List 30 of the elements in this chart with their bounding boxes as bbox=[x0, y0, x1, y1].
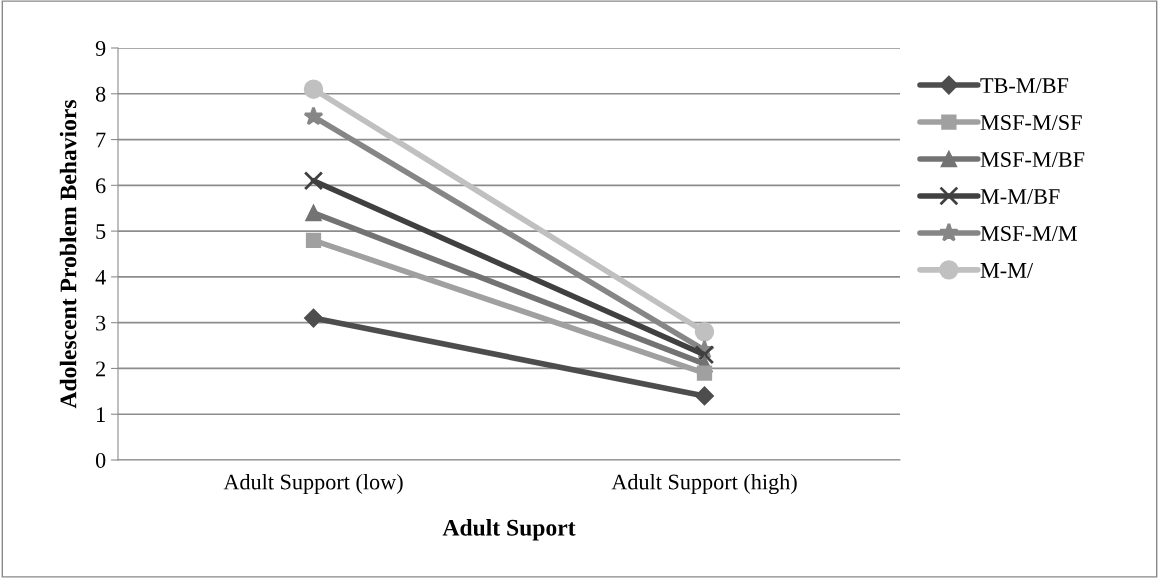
y-tick-label: 9 bbox=[95, 40, 106, 56]
y-tick-label: 2 bbox=[96, 361, 105, 377]
y-tick-label: 1 bbox=[97, 407, 105, 422]
x-tick-label: Adult Support (low) bbox=[223, 473, 403, 495]
point bbox=[305, 232, 322, 248]
point bbox=[694, 386, 715, 406]
point bbox=[303, 308, 324, 328]
point bbox=[694, 344, 715, 365]
legend-label: TB-M/BF bbox=[980, 78, 1069, 94]
point bbox=[696, 365, 713, 381]
y-tick-label: 3 bbox=[96, 315, 106, 331]
point bbox=[303, 106, 324, 126]
point bbox=[305, 204, 322, 222]
legend-label: MSF-M/SF bbox=[980, 115, 1082, 131]
point bbox=[303, 171, 324, 191]
x-tick-label: Adult Support (high) bbox=[611, 473, 797, 495]
y-tick-label: 5 bbox=[96, 224, 106, 240]
legend-label: M-M/ bbox=[980, 262, 1034, 278]
y-tick-label: 0 bbox=[95, 452, 106, 468]
y-tick-label: 8 bbox=[95, 86, 106, 102]
y-tick-label: 4 bbox=[95, 269, 106, 285]
x-axis-title: Adult Suport bbox=[442, 519, 576, 541]
y-axis-title: Adolescent Problem Behaviors bbox=[59, 100, 77, 409]
legend-label: M-M/BF bbox=[980, 189, 1060, 204]
legend-label: MSF-M/M bbox=[980, 225, 1077, 241]
point bbox=[303, 79, 324, 99]
y-tick-label: 7 bbox=[96, 132, 106, 148]
y-tick-label: 6 bbox=[96, 178, 106, 194]
point bbox=[694, 322, 715, 342]
legend-label: MSF-M/BF bbox=[980, 152, 1085, 167]
